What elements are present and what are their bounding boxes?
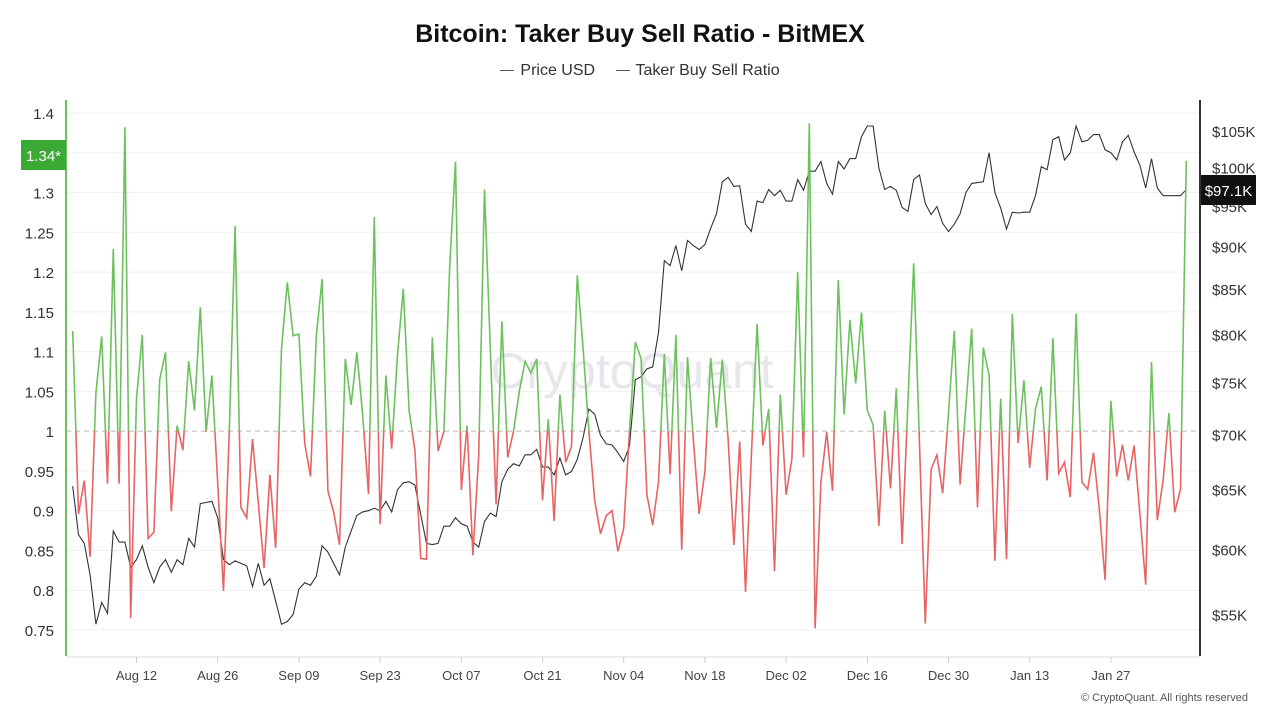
ratio-line-below bbox=[75, 431, 1183, 629]
x-tick-label: Jan 27 bbox=[1091, 668, 1130, 683]
gridlines bbox=[66, 112, 1200, 631]
x-tick-label: Dec 16 bbox=[847, 668, 888, 683]
x-tick-label: Nov 04 bbox=[603, 668, 644, 683]
price-badge bbox=[1201, 175, 1256, 205]
left-tick-label: 1.25 bbox=[25, 225, 54, 242]
x-tick-label: Oct 21 bbox=[523, 668, 561, 683]
left-tick-label: 1 bbox=[46, 424, 54, 441]
x-tick-label: Aug 12 bbox=[116, 668, 157, 683]
left-tick-label: 1.2 bbox=[33, 265, 54, 282]
right-tick-label: $105K bbox=[1212, 124, 1255, 141]
price-line bbox=[72, 124, 1187, 625]
x-tick-label: Aug 26 bbox=[197, 668, 238, 683]
legend: Price USD Taker Buy Sell Ratio bbox=[0, 62, 1280, 80]
x-tick-label: Dec 02 bbox=[765, 668, 806, 683]
left-tick-label: 1.3 bbox=[33, 186, 54, 203]
legend-line-icon bbox=[500, 70, 515, 72]
legend-label: Taker Buy Sell Ratio bbox=[635, 62, 780, 79]
x-tick-label: Jan 13 bbox=[1010, 668, 1049, 683]
right-tick-label: $90K bbox=[1212, 239, 1247, 256]
left-axis: 1.4 1.3 1.25 1.2 1.15 1.1 1.05 1 0.95 0.9 0.85 0.8 0… bbox=[25, 100, 67, 656]
left-tick-label: 1.1 bbox=[33, 345, 54, 362]
ratio-badge-label: 1.34* bbox=[26, 148, 61, 165]
ratio-line-above bbox=[71, 123, 1188, 432]
left-tick-label: 0.9 bbox=[33, 504, 54, 521]
right-tick-label: $100K bbox=[1212, 160, 1255, 177]
right-tick-label: $85K bbox=[1212, 282, 1247, 299]
right-tick-label: $65K bbox=[1212, 483, 1247, 500]
x-tick-label: Oct 07 bbox=[442, 668, 480, 683]
right-tick-label: $70K bbox=[1212, 427, 1247, 444]
x-tick-label: Sep 09 bbox=[278, 668, 319, 683]
left-tick-label: 0.75 bbox=[25, 623, 54, 640]
left-tick-label: 0.8 bbox=[33, 583, 54, 600]
legend-line-icon bbox=[615, 70, 630, 72]
x-tick-label: Dec 30 bbox=[928, 668, 969, 683]
left-tick-label: 1.05 bbox=[25, 384, 54, 401]
series-layer bbox=[71, 123, 1188, 629]
left-tick-label: 0.85 bbox=[25, 543, 54, 560]
legend-item-ratio[interactable]: Taker Buy Sell Ratio bbox=[615, 62, 780, 79]
x-tick-label: Nov 18 bbox=[684, 668, 725, 683]
copyright: © CryptoQuant. All rights reserved bbox=[1080, 692, 1248, 704]
x-axis: Aug 12 Aug 26 Sep 09 Sep 23 Oct 07 Oct 21 Nov … bbox=[66, 656, 1200, 683]
right-tick-label: $55K bbox=[1212, 608, 1247, 625]
x-tick-label: Sep 23 bbox=[359, 668, 400, 683]
chart-title: Bitcoin: Taker Buy Sell Ratio - BitMEX bbox=[415, 20, 865, 48]
left-tick-label: 1.15 bbox=[25, 305, 54, 322]
right-tick-label: $60K bbox=[1212, 543, 1247, 560]
right-tick-label: $75K bbox=[1212, 376, 1247, 393]
left-tick-label: 0.95 bbox=[25, 464, 54, 481]
legend-label: Price USD bbox=[520, 62, 596, 79]
legend-item-price[interactable]: Price USD bbox=[500, 62, 595, 79]
price-badge-label: $97.1K bbox=[1205, 183, 1253, 200]
ratio-badge bbox=[21, 140, 66, 170]
left-tick-label: 1.4 bbox=[33, 106, 54, 123]
value-badges: 1.34* $97.1K bbox=[21, 140, 1256, 205]
right-tick-label: $80K bbox=[1212, 327, 1247, 344]
